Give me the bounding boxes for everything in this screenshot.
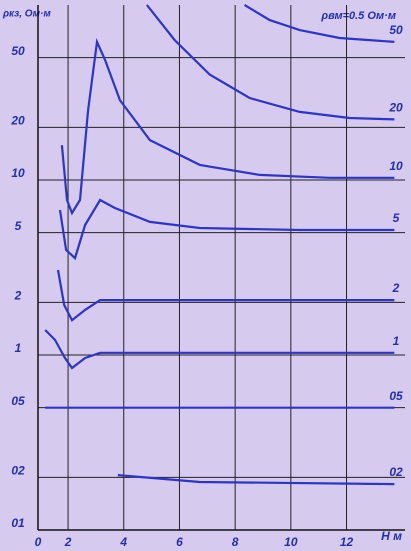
series-line [117, 474, 395, 486]
series-label: 1 [393, 334, 400, 348]
x-tick-label: 2 [64, 535, 72, 549]
y-tick-label: 2 [14, 288, 22, 302]
series-label: 10 [389, 159, 403, 173]
x-tick-label: 12 [340, 535, 354, 549]
y-tick-label: 02 [11, 463, 25, 477]
series-line [60, 37, 395, 216]
y-tick-label: 10 [11, 166, 25, 180]
y-tick-label: 1 [15, 341, 22, 355]
y-tick-label: 50 [11, 44, 25, 58]
x-tick-label: 4 [119, 535, 127, 549]
y-tick-label: 20 [10, 113, 25, 127]
x-tick-label: 0 [35, 535, 42, 549]
x-tick-label: 6 [176, 535, 183, 549]
series-label: 05 [389, 389, 403, 403]
series-label: 20 [388, 101, 403, 115]
series-line [146, 4, 395, 121]
x-axis-label: H м [381, 529, 402, 543]
x-tick-label: 8 [232, 535, 239, 549]
y-tick-label: 5 [15, 219, 22, 233]
series-label: 02 [389, 465, 403, 479]
y-axis-label: ρкз, Ом·м [2, 9, 51, 20]
series-label: 50 [389, 23, 403, 37]
series-line [44, 329, 395, 370]
series-line [58, 198, 395, 261]
y-tick-label: 01 [11, 516, 25, 530]
annotation: ρвм=0.5 Ом·м [320, 10, 396, 22]
series-line [56, 269, 395, 322]
series-label: 2 [392, 281, 400, 295]
x-tick-label: 10 [284, 535, 298, 549]
series-line [244, 4, 395, 43]
y-tick-label: 05 [11, 394, 25, 408]
series-label: 5 [393, 211, 400, 225]
